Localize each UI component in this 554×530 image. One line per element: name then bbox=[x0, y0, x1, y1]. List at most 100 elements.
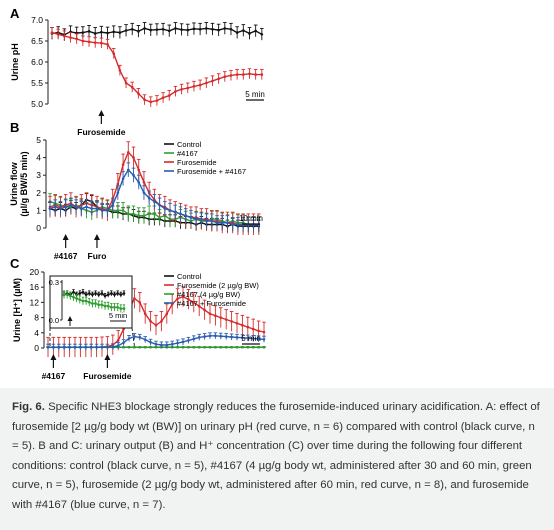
data-point bbox=[118, 69, 122, 72]
annotation-label: Furosemide bbox=[77, 127, 125, 137]
y-tick-label: 4 bbox=[34, 328, 39, 338]
data-point bbox=[231, 223, 234, 226]
data-point bbox=[56, 32, 60, 36]
data-point bbox=[84, 345, 88, 349]
data-point bbox=[176, 341, 179, 345]
data-point bbox=[214, 345, 217, 349]
time-scale-label: 5 min bbox=[241, 334, 261, 343]
data-point bbox=[251, 327, 255, 331]
data-point bbox=[154, 342, 158, 346]
data-point bbox=[79, 345, 82, 349]
data-point bbox=[260, 32, 264, 36]
data-point bbox=[215, 221, 219, 225]
data-point bbox=[147, 196, 151, 200]
y-tick-label: 1 bbox=[36, 205, 41, 215]
data-point bbox=[138, 336, 142, 339]
data-point bbox=[176, 345, 179, 349]
data-point bbox=[106, 43, 109, 46]
data-point bbox=[149, 100, 153, 104]
data-point bbox=[241, 345, 244, 349]
data-point bbox=[81, 31, 85, 34]
y-tick-label: 4 bbox=[36, 153, 41, 163]
inset-time-scale-label: 5 min bbox=[109, 311, 127, 320]
data-point bbox=[198, 27, 202, 31]
data-point bbox=[153, 212, 156, 216]
data-point bbox=[241, 323, 244, 327]
data-point bbox=[116, 306, 119, 309]
data-point bbox=[230, 320, 233, 323]
data-point bbox=[161, 27, 165, 31]
data-point bbox=[194, 217, 198, 221]
data-point bbox=[132, 156, 135, 159]
data-point bbox=[52, 345, 55, 349]
data-point bbox=[257, 329, 260, 333]
data-point bbox=[229, 27, 233, 31]
data-point bbox=[110, 306, 113, 309]
data-point bbox=[84, 299, 88, 303]
data-point bbox=[132, 212, 135, 216]
data-point bbox=[87, 30, 91, 33]
data-point bbox=[118, 31, 122, 34]
data-point bbox=[242, 29, 245, 32]
data-point bbox=[121, 209, 125, 212]
data-point bbox=[254, 29, 257, 33]
data-point bbox=[224, 345, 228, 349]
data-point bbox=[116, 339, 120, 342]
y-tick-label: 20 bbox=[30, 267, 40, 277]
data-point bbox=[110, 292, 113, 295]
data-point bbox=[93, 32, 97, 35]
annotation-furosemide: Furosemide bbox=[83, 354, 132, 381]
data-point bbox=[127, 337, 131, 340]
data-point bbox=[181, 340, 185, 344]
data-point bbox=[143, 27, 146, 30]
data-point bbox=[180, 28, 183, 31]
data-point bbox=[153, 200, 156, 203]
data-point bbox=[75, 37, 78, 41]
data-point bbox=[53, 205, 57, 209]
data-point bbox=[184, 214, 188, 217]
data-point bbox=[168, 209, 172, 212]
caption-text: Specific NHE3 blockage strongly reduces … bbox=[12, 401, 540, 511]
legend-entry: Furosemide + #4167 bbox=[177, 167, 246, 176]
figure: A 5.0 5.5 6.0 6.5 7.0 Urine pH Furosemide 5 min… bbox=[9, 6, 266, 381]
series-line bbox=[51, 31, 262, 103]
data-point bbox=[262, 345, 266, 349]
data-point bbox=[179, 212, 182, 216]
panel-a: A 5.0 5.5 6.0 6.5 7.0 Urine pH Furosemide 5 min bbox=[10, 6, 265, 137]
data-point bbox=[257, 337, 260, 341]
data-point bbox=[59, 207, 62, 210]
data-point bbox=[124, 29, 128, 32]
data-point bbox=[248, 32, 251, 35]
data-point bbox=[223, 75, 227, 78]
data-point bbox=[165, 312, 169, 316]
data-point bbox=[174, 27, 177, 30]
legend-entry: #4167 bbox=[177, 149, 198, 158]
data-point bbox=[254, 73, 257, 76]
time-scale-label: 10 min bbox=[239, 214, 263, 223]
data-point bbox=[97, 293, 101, 296]
data-point bbox=[167, 29, 171, 33]
caption-box: Fig. 6. Specific NHE3 blockage strongly … bbox=[0, 388, 554, 530]
y-tick-label: 3 bbox=[36, 170, 41, 180]
legend-entry: Furosemide bbox=[177, 158, 217, 167]
y-axis-title: Urine pH bbox=[10, 43, 20, 81]
data-point bbox=[192, 345, 196, 349]
data-point bbox=[197, 304, 201, 308]
annotation-arrow-head bbox=[104, 354, 111, 360]
data-point bbox=[219, 316, 223, 319]
data-point bbox=[155, 28, 159, 31]
figure-caption: Fig. 6. Specific NHE3 blockage strongly … bbox=[12, 398, 542, 516]
data-point bbox=[235, 31, 239, 34]
data-point bbox=[116, 209, 120, 212]
data-point bbox=[111, 345, 115, 349]
data-point bbox=[126, 168, 130, 172]
panel-c-plot: 0 4 8 12 16 20 Urine [H⁺] (µM) #4167 Furosemide 5… bbox=[12, 267, 266, 381]
data-point bbox=[262, 330, 266, 334]
data-point bbox=[69, 36, 72, 39]
annotation-label: #4167 bbox=[54, 251, 78, 261]
data-point bbox=[230, 345, 233, 349]
data-point bbox=[143, 312, 147, 316]
data-point bbox=[241, 336, 244, 340]
data-point bbox=[100, 303, 104, 307]
